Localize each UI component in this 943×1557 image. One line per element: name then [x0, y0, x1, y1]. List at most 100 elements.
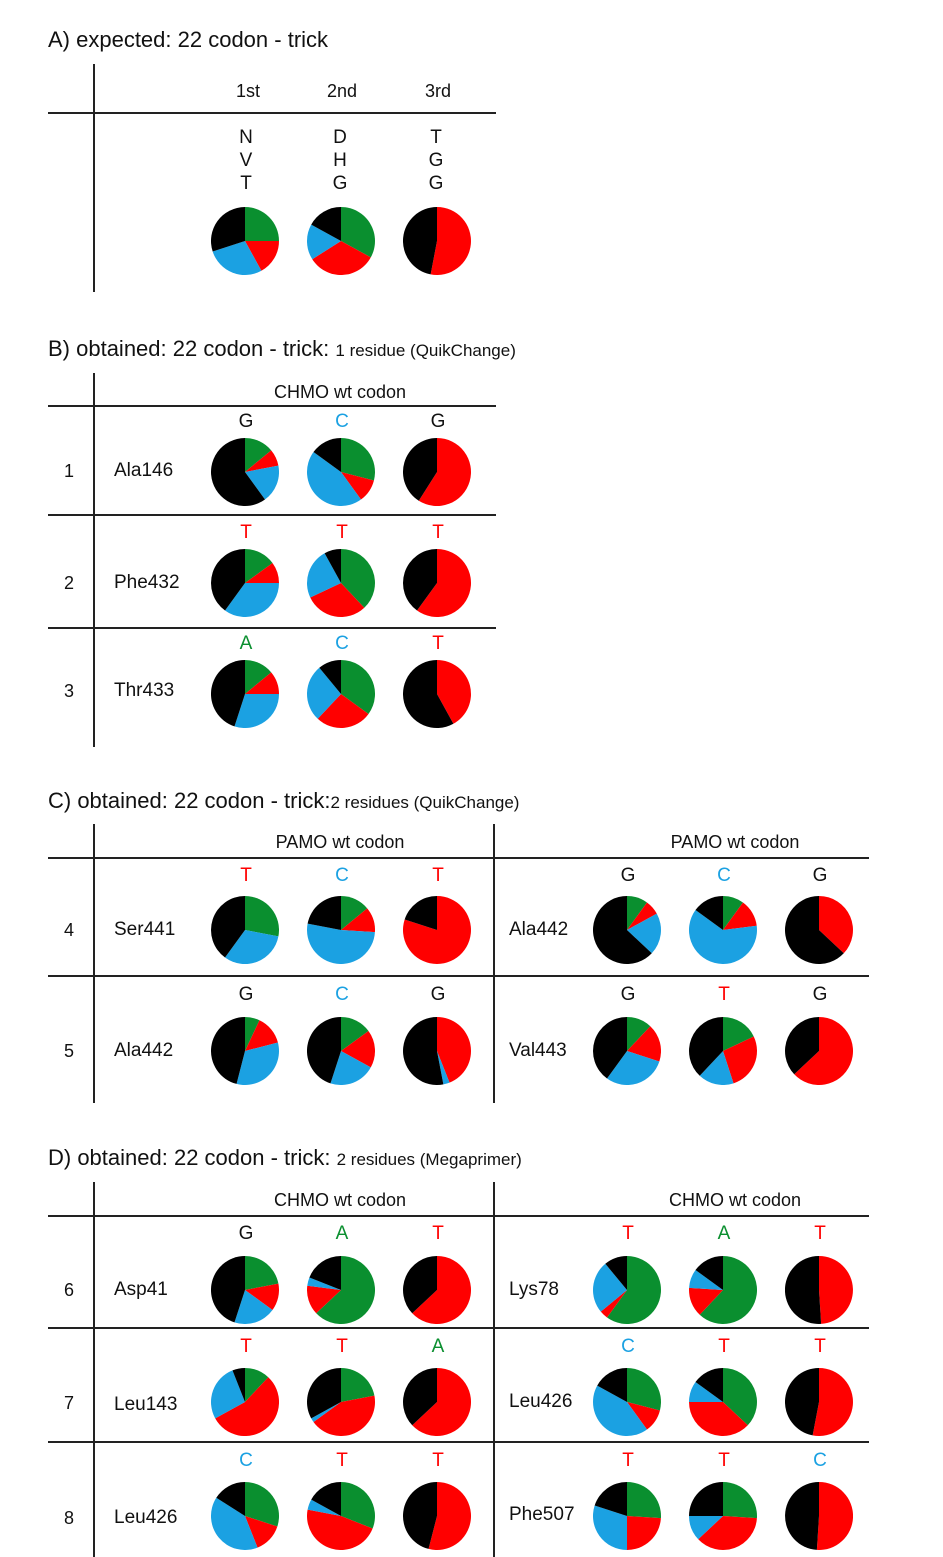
wt-base: C: [239, 1450, 253, 1471]
pie-slice-G: [403, 1482, 437, 1549]
pie-slice-G: [695, 896, 723, 930]
wt-base: A: [717, 1223, 731, 1244]
pie-slice-C: [211, 1497, 258, 1550]
wt-base: G: [238, 984, 254, 1005]
pie-slice-T: [627, 1026, 661, 1062]
pie-slice-A: [341, 549, 375, 608]
residue-label: Phe507: [509, 1504, 575, 1525]
pie-slice-G: [695, 1256, 723, 1290]
pie-slice-C: [225, 583, 279, 617]
pie-chart: [689, 1482, 757, 1550]
pie-slice-G: [404, 896, 437, 930]
pie-chart: [593, 1368, 661, 1436]
pie-slice-A: [627, 896, 647, 930]
pie-slice-T: [403, 896, 471, 964]
wt-base: C: [335, 865, 349, 886]
pie-slice-T: [819, 896, 853, 954]
pie-slice-T: [245, 450, 279, 472]
pie-slice-G: [324, 549, 341, 583]
wt-base: T: [814, 1223, 826, 1244]
pie-slice-C: [234, 694, 279, 728]
pie-slice-T: [816, 1482, 853, 1550]
header-1st: 1st: [235, 81, 260, 101]
pie-slice-C: [211, 1370, 245, 1419]
pie-slice-A: [341, 1017, 369, 1051]
wt-base: T: [718, 1450, 730, 1471]
pie-slice-T: [245, 241, 279, 271]
pie-chart: [403, 549, 471, 617]
pie-chart: [211, 207, 279, 275]
degenerate-2nd: D H G: [320, 126, 360, 195]
pie-chart: [211, 896, 279, 964]
wt-base: G: [238, 411, 254, 432]
header-2nd: 2nd: [326, 81, 358, 101]
pie-slice-G: [689, 1482, 723, 1516]
pie-slice-T: [418, 438, 471, 506]
pie-slice-A: [316, 1256, 375, 1324]
pie-slice-G: [695, 1368, 723, 1402]
table-divider-vertical: [93, 64, 95, 292]
pie-slice-G: [605, 1256, 627, 1290]
row-number: 5: [63, 1041, 74, 1061]
group-header: CHMO wt codon: [273, 382, 407, 402]
pie-slice-A: [245, 1482, 279, 1527]
wt-base: A: [431, 1336, 445, 1357]
base-label: D: [333, 127, 347, 148]
wt-base: C: [335, 411, 349, 432]
pie-slice-G: [232, 1368, 245, 1402]
table-divider-vertical: [93, 1182, 95, 1557]
base-label: V: [239, 150, 253, 171]
pie-slice-A: [341, 1368, 375, 1402]
row-number: 6: [63, 1280, 74, 1300]
pie-slice-G: [319, 660, 341, 694]
pie-slice-G: [309, 1256, 341, 1290]
pie-slice-T: [215, 1377, 279, 1436]
pie-slice-C: [627, 913, 661, 954]
table-divider-horizontal: [48, 857, 869, 859]
pie-slice-T: [307, 1285, 341, 1314]
pie-slice-C: [307, 224, 341, 260]
group-header: CHMO wt codon: [273, 1190, 407, 1210]
pie-slice-A: [627, 1368, 661, 1411]
pie-slice-C: [593, 1263, 627, 1312]
pie-slice-C: [437, 1051, 450, 1085]
wt-base: T: [622, 1450, 634, 1471]
wt-base: T: [336, 1336, 348, 1357]
wt-base: G: [620, 984, 636, 1005]
pie-slice-C: [307, 553, 341, 598]
table-divider-horizontal: [48, 405, 496, 407]
pie-slice-T: [794, 1017, 853, 1085]
pie-chart: [403, 1256, 471, 1324]
pie-slice-G: [211, 207, 245, 252]
pie-slice-G: [211, 549, 245, 611]
pie-slice-A: [245, 207, 279, 241]
pie-slice-G: [307, 1368, 341, 1419]
pie-chart: [403, 1368, 471, 1436]
pie-slice-C: [307, 1277, 341, 1290]
pie-chart: [689, 1368, 757, 1436]
pie-chart: [689, 1017, 757, 1085]
pie-chart: [211, 1482, 279, 1550]
row-number: 3: [63, 681, 74, 701]
pie-slice-C: [307, 667, 341, 719]
pie-slice-G: [785, 1368, 819, 1436]
pie-chart: [593, 1482, 661, 1550]
pie-slice-C: [689, 1382, 723, 1402]
pie-chart: [689, 896, 757, 964]
pie-slice-C: [689, 1516, 723, 1540]
pie-slice-T: [245, 563, 279, 583]
pie-slice-T: [341, 1031, 375, 1068]
pie-slice-G: [403, 549, 437, 611]
pie-slice-A: [627, 1482, 661, 1519]
pie-slice-G: [597, 1368, 627, 1402]
pie-chart: [403, 1017, 471, 1085]
pie-slice-T: [412, 1256, 471, 1324]
pie-slice-A: [245, 438, 272, 472]
table-divider-vertical: [93, 824, 95, 1103]
wt-base: T: [432, 522, 444, 543]
pie-slice-G: [403, 1017, 444, 1085]
residue-label: Val443: [509, 1040, 567, 1061]
base-label: T: [240, 173, 252, 194]
wt-base: T: [718, 1336, 730, 1357]
title-sub: 2 residues (QuikChange): [330, 793, 520, 812]
